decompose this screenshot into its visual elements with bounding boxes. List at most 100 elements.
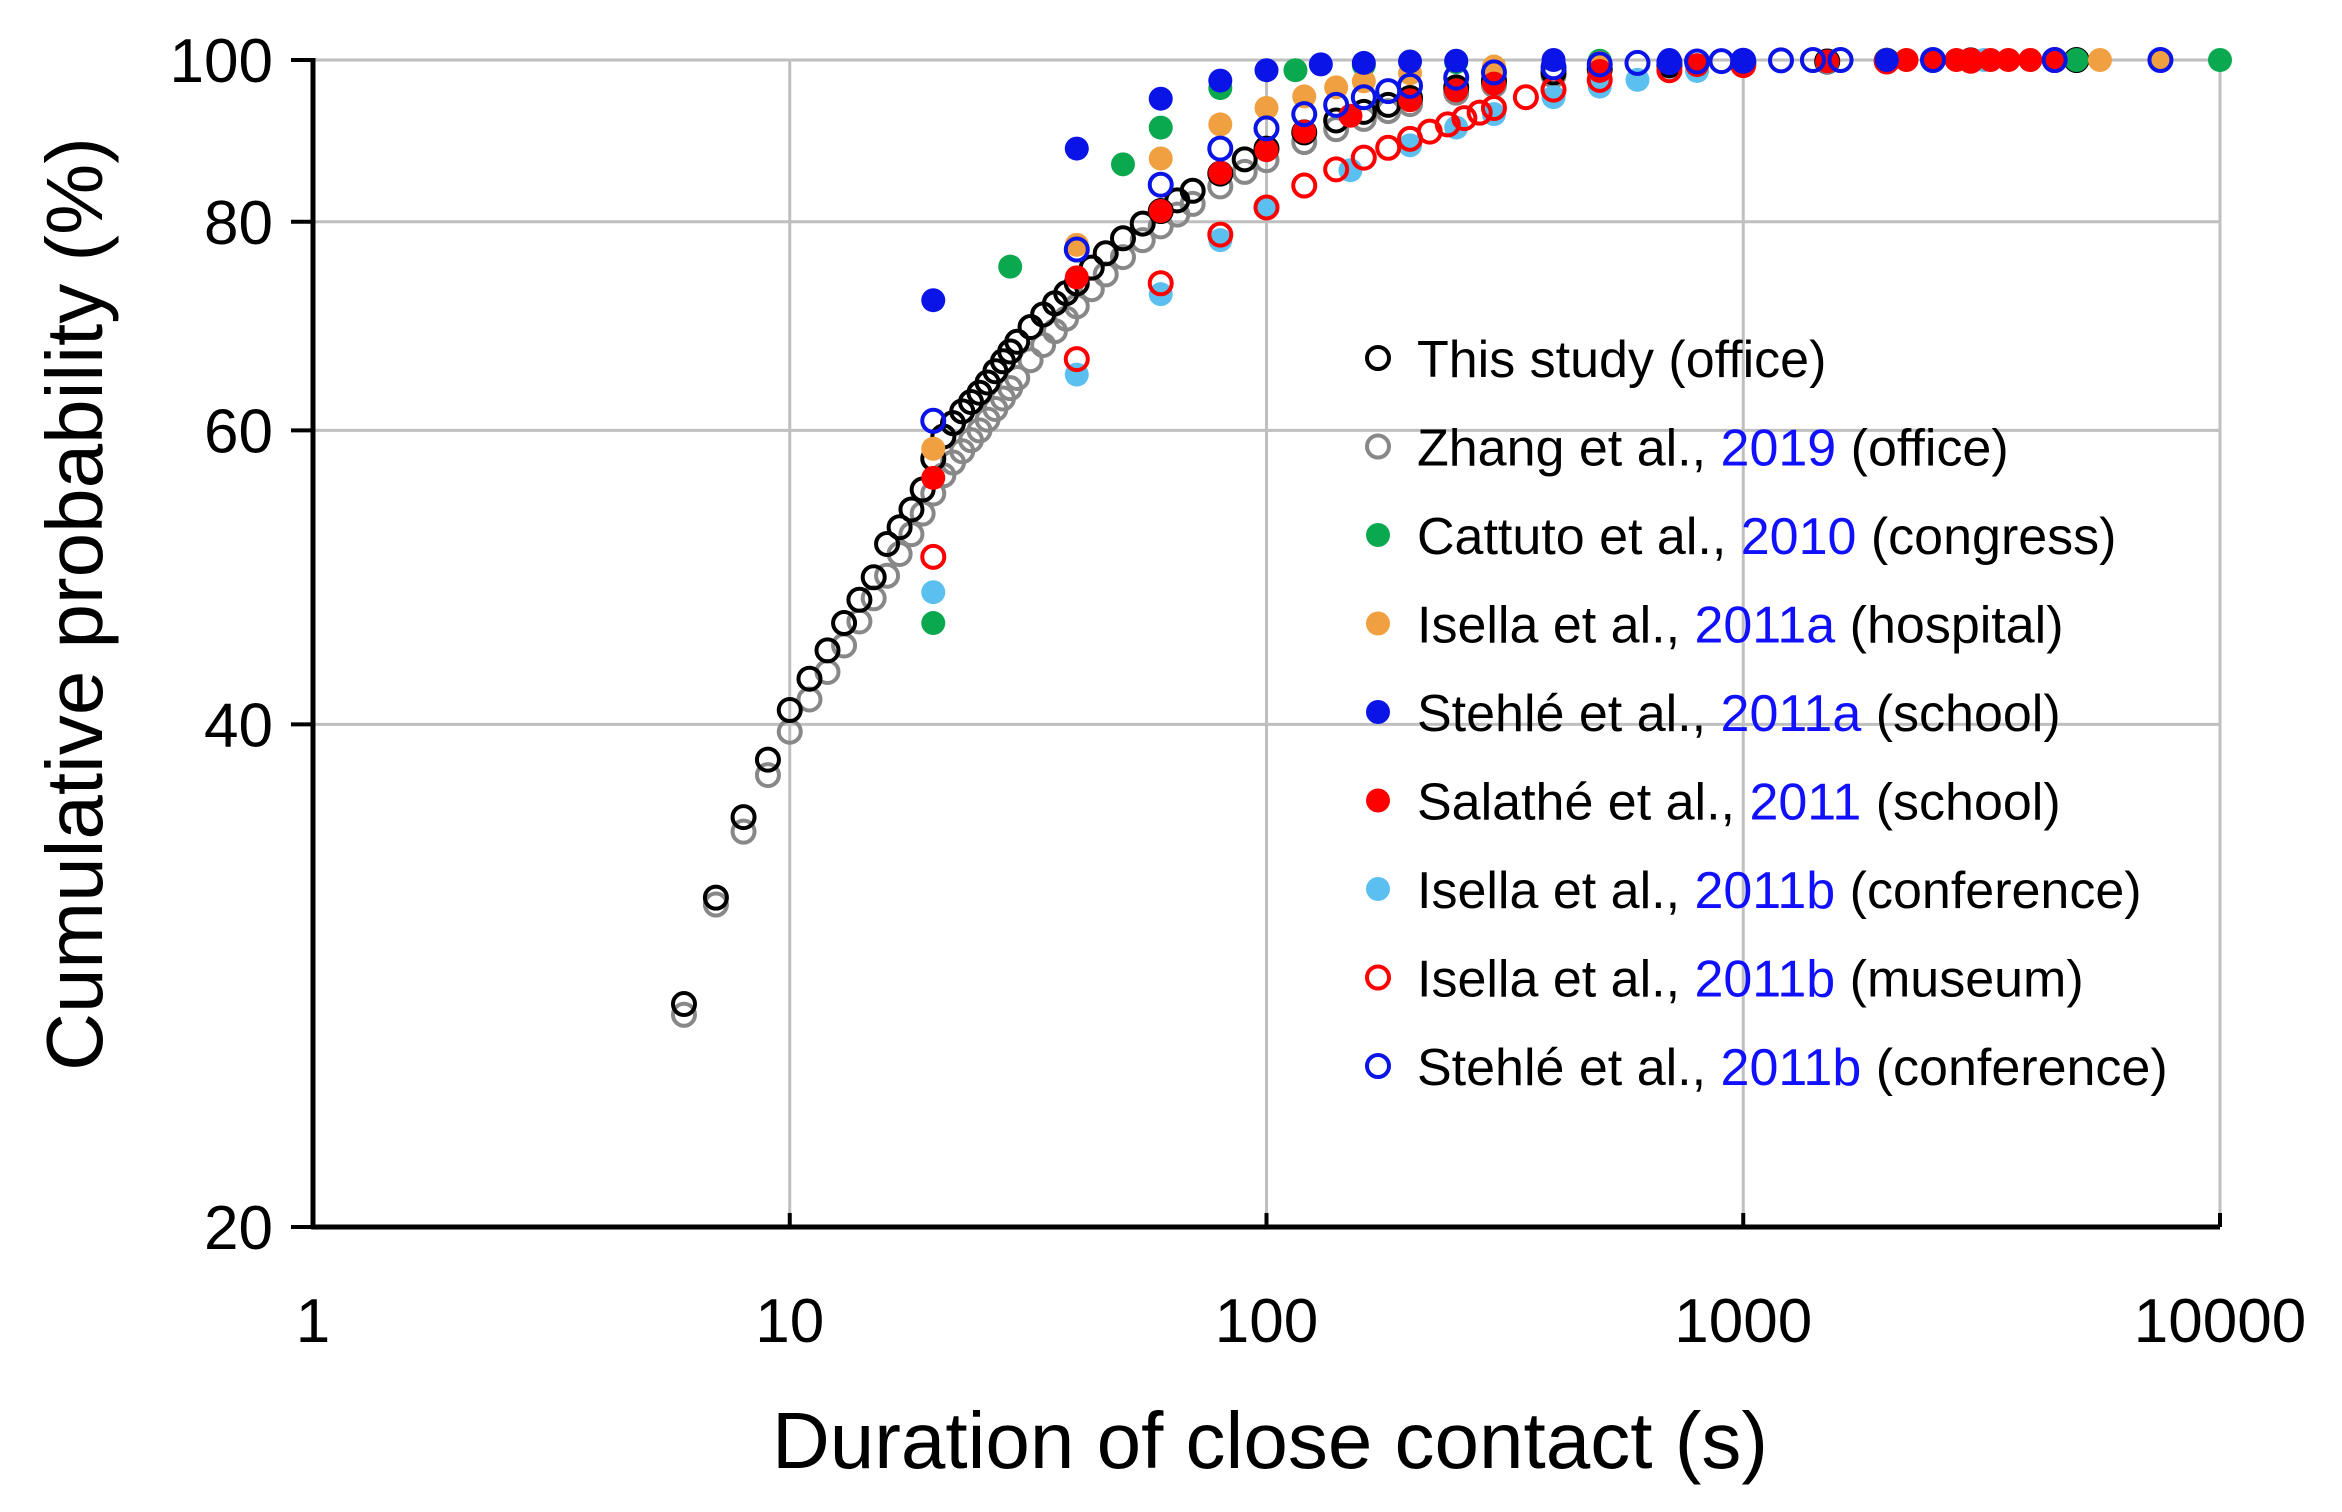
stehle-2011b-point (1656, 49, 1683, 76)
cattuto-2010-point (1283, 58, 1308, 83)
legend-year-link[interactable]: 2011b (1694, 951, 1835, 1009)
legend-label-setting: (museum) (1835, 951, 2083, 1009)
isella-2011a-point (1208, 112, 1233, 137)
cattuto-2010-point (2208, 48, 2232, 72)
this-study-point (846, 586, 873, 613)
legend-label: Isella et al., 2011b (conference) (1417, 862, 2142, 920)
stehle-2011b-point (1767, 47, 1794, 74)
isella-2011a-point (1292, 84, 1317, 109)
zhang-2019-point (1129, 227, 1156, 254)
salathe-2011-point (1894, 48, 1919, 72)
isella-2011b-museum-point (1350, 144, 1377, 171)
legend-entry-isella-2011b-conference: Isella et al., 2011b (conference) (1366, 862, 2142, 920)
stehle-2011b-point (1253, 115, 1280, 142)
isella-2011b-conference-point (1398, 133, 1423, 158)
stehle-2011b-point (1397, 72, 1424, 99)
legend-label-text: Stehlé et al., (1417, 685, 1721, 743)
legend-marker (1366, 877, 1390, 901)
zhang-2019-point (702, 891, 729, 918)
legend-year-link[interactable]: 2011a (1721, 685, 1862, 743)
legend-entry-this-study: This study (office) (1365, 331, 1826, 389)
this-study-point (754, 746, 781, 773)
x-tick-label: 100 (1215, 1287, 1318, 1356)
isella-2011b-museum-point (1147, 270, 1174, 297)
legend-year-link[interactable]: 2011b (1721, 1039, 1862, 1097)
stehle-2011b-point (2041, 47, 2068, 73)
legend-marker (1365, 964, 1391, 991)
this-study-point (814, 637, 841, 664)
legend-label-text: Isella et al., (1417, 862, 1694, 920)
stehle-2011b-point (1147, 171, 1174, 198)
legend-entry-zhang-2019: Zhang et al., 2019 (office) (1365, 420, 2009, 478)
stehle-2011a-point (1874, 48, 1899, 72)
x-axis-title: Duration of close contact (s) (772, 1396, 1768, 1485)
legend-label: Stehlé et al., 2011b (conference) (1417, 1039, 2168, 1097)
legend-year-link[interactable]: 2011a (1694, 597, 1835, 655)
isella-2011a-point (921, 436, 946, 461)
this-study-point (796, 665, 823, 692)
legend-entry-salathe-2011: Salathé et al., 2011 (school) (1366, 774, 2061, 832)
stehle-2011b-point (1323, 91, 1350, 118)
isella-2011a-point (1481, 54, 1506, 79)
legend-marker (1365, 1053, 1391, 1079)
legend-label-setting: (hospital) (1835, 597, 2063, 655)
isella-2011b-museum-point (1466, 99, 1493, 126)
salathe-2011-point (921, 465, 946, 490)
legend-marker (1365, 433, 1391, 460)
x-tick-label: 10 (755, 1287, 824, 1356)
legend-label: Stehlé et al., 2011a (school) (1417, 685, 2061, 743)
legend-label: Isella et al., 2011a (hospital) (1417, 597, 2064, 655)
this-study-point (1129, 210, 1156, 237)
isella-2011b-museum-point (1434, 111, 1461, 138)
zhang-2019-point (1323, 116, 1350, 143)
stehle-2011a-point (1351, 50, 1376, 75)
zhang-2019-point (1231, 158, 1258, 185)
this-study-point (874, 530, 901, 557)
legend-marker (1365, 345, 1391, 371)
legend-year-link[interactable]: 2010 (1741, 508, 1857, 566)
zhang-2019-point (874, 562, 901, 589)
stehle-2011b-point (1207, 135, 1234, 162)
legend-label-setting: (school) (1861, 685, 2060, 743)
salathe-2011-point (2042, 48, 2067, 72)
stehle-2011b-point (1684, 48, 1711, 75)
this-study-point (898, 496, 925, 523)
this-study-point (702, 884, 729, 911)
y-tick-label: 20 (204, 1194, 273, 1263)
stehle-2011a-point (1308, 52, 1333, 77)
zhang-2019-point (670, 1001, 697, 1028)
isella-2011a-point (2148, 48, 2173, 72)
legend-label-text: Isella et al., (1417, 951, 1694, 1009)
stehle-2011b-point (1443, 64, 1470, 91)
stehle-2011a-point (1541, 48, 1566, 72)
legend-entry-stehle-2011a: Stehlé et al., 2011a (school) (1366, 685, 2061, 743)
stehle-2011b-point (1827, 47, 1854, 73)
stehle-2011b-point (1063, 236, 1090, 263)
isella-2011b-conference-point (1541, 85, 1566, 110)
legend-label: Zhang et al., 2019 (office) (1417, 420, 2009, 478)
this-study-point (1179, 177, 1206, 204)
legend-label-setting: (congress) (1856, 508, 2116, 566)
legend-year-link[interactable]: 2011b (1694, 862, 1835, 920)
isella-2011b-museum-point (1451, 105, 1478, 132)
series-stehle-2011b (920, 47, 2174, 434)
cattuto-2010-point (998, 254, 1023, 279)
legend-label-text: Isella et al., (1417, 597, 1694, 655)
legend-year-link[interactable]: 2011 (1749, 774, 1861, 832)
salathe-2011-point (2018, 48, 2043, 72)
this-study-point (886, 514, 913, 541)
legend-label: This study (office) (1417, 331, 1826, 389)
legend-entry-cattuto-2010: Cattuto et al., 2010 (congress) (1366, 508, 2117, 566)
y-tick-label: 80 (204, 189, 273, 258)
legend-label-text: Salathé et al., (1417, 774, 1749, 832)
isella-2011a-point (1148, 146, 1173, 171)
zhang-2019-point (730, 818, 757, 845)
legend-marker (1366, 523, 1390, 547)
salathe-2011-point (1208, 160, 1233, 185)
legend-year-link[interactable]: 2019 (1721, 420, 1837, 478)
legend-label-setting: (school) (1861, 774, 2060, 832)
stehle-2011a-point (1208, 68, 1233, 93)
salathe-2011-point (1978, 48, 2003, 72)
isella-2011b-museum-point (1323, 156, 1350, 183)
